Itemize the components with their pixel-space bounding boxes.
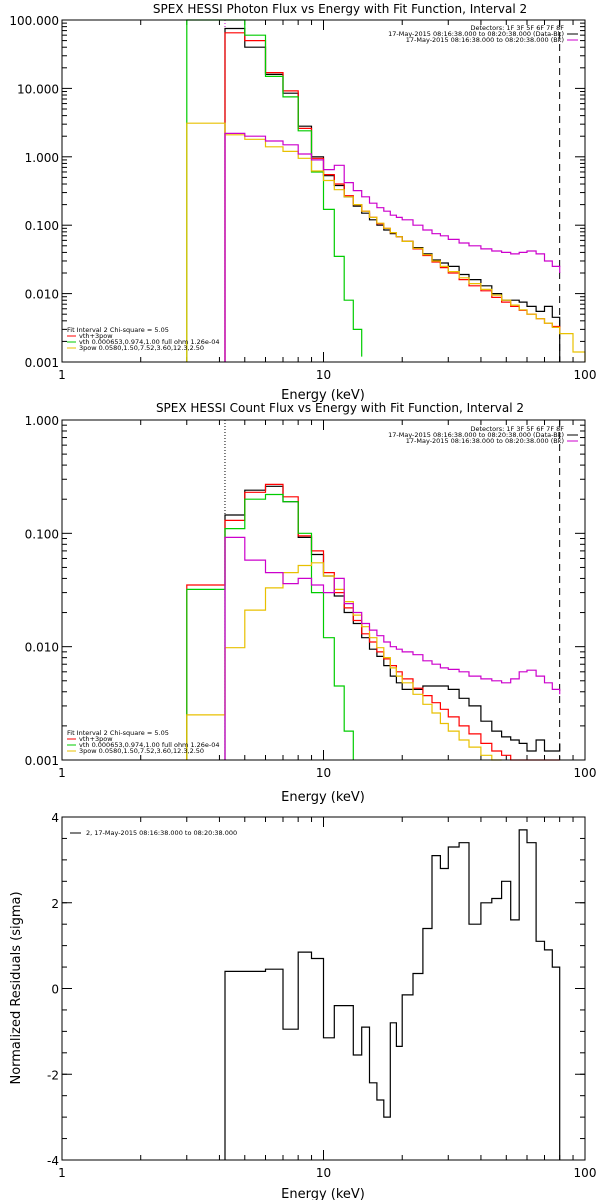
legend-entry: 17-May-2015 08:16:38.000 to 08:20:38.000…	[388, 30, 564, 38]
series-line	[224, 132, 561, 362]
y-tick-label: 0	[51, 983, 59, 997]
y-tick-label: 4	[51, 811, 59, 825]
x-tick-label: 1	[58, 766, 66, 780]
panel1-xlabel: Energy (keV)	[281, 388, 365, 403]
panel2-reference-lines	[224, 420, 561, 760]
y-tick-label: 1.000	[25, 414, 59, 428]
legend-entry: Detectors: 1F 3F 5F 6F 7F 8F	[470, 425, 564, 433]
panel3-xlabel: Energy (keV)	[281, 1187, 365, 1200]
legend-entry: vth 0.000653,0.974,1.00 full ohm 1.26e-0…	[79, 338, 220, 346]
series-line	[186, 19, 363, 362]
y-tick-label: 0.100	[25, 527, 59, 541]
panel2-legend-top: Detectors: 1F 3F 5F 6F 7F 8F17-May-2015 …	[388, 425, 578, 445]
y-tick-label: -2	[47, 1068, 59, 1082]
panel2-series	[186, 483, 561, 761]
legend-entry: 2, 17-May-2015 08:16:38.000 to 08:20:38.…	[86, 829, 237, 837]
y-tick-label: 0.001	[25, 754, 59, 768]
x-tick-label: 10	[316, 1166, 331, 1180]
panel1-title: SPEX HESSI Photon Flux vs Energy with Fi…	[153, 2, 527, 16]
panel1-series	[186, 19, 586, 362]
panel3-frame	[61, 816, 586, 1161]
series-line	[186, 493, 354, 760]
panel2-title: SPEX HESSI Count Flux vs Energy with Fit…	[156, 401, 524, 415]
series-line	[224, 536, 561, 760]
y-tick-label: 0.010	[25, 641, 59, 655]
y-tick-label: 10.000	[17, 82, 59, 96]
panel1-axes: 1 10 100 0.001 0.010 0.100 1.000 10.000 100.000	[9, 14, 596, 382]
legend-entry: vth+3pow	[79, 332, 113, 340]
legend-entry: Detectors: 1F 3F 5F 6F 7F 8F	[470, 24, 564, 32]
count-flux-panel: SPEX HESSI Count Flux vs Energy with Fit…	[25, 401, 597, 805]
legend-entry: vth+3pow	[79, 735, 113, 743]
panel3-series	[224, 829, 561, 1160]
y-tick-label: 2	[51, 897, 59, 911]
legend-entry: 3pow 0.0580,1.50,7.52,3.60,12.3,2.50	[79, 344, 204, 352]
panel3-ylabel: Normalized Residuals (sigma)	[9, 891, 24, 1084]
x-tick-label: 100	[574, 368, 597, 382]
panel2-xlabel: Energy (keV)	[281, 790, 365, 805]
legend-entry: Fit Interval 2 Chi-square = 5.05	[67, 729, 169, 737]
panel1-frame	[61, 19, 586, 363]
x-tick-label: 10	[316, 766, 331, 780]
panel1-legend-bottom: Fit Interval 2 Chi-square = 5.05vth+3pow…	[67, 326, 220, 352]
y-tick-label: 1.000	[25, 151, 59, 165]
residuals-panel: 1 10 100 -4 -2 0 2 4 Energy (keV) Normalized Re…	[9, 811, 596, 1200]
photon-flux-panel: SPEX HESSI Photon Flux vs Energy with Fi…	[9, 2, 596, 403]
y-tick-label: 0.001	[25, 356, 59, 370]
y-tick-label: 0.010	[25, 288, 59, 302]
x-tick-label: 10	[316, 368, 331, 382]
legend-entry: 3pow 0.0580,1.50,7.52,3.60,12.3,2.50	[79, 747, 204, 755]
legend-entry: 17-May-2015 08:16:38.000 to 08:20:38.000…	[388, 431, 564, 439]
legend-entry: 17-May-2015 08:16:38.000 to 08:20:38.000…	[406, 36, 564, 44]
panel2-legend-bottom: Fit Interval 2 Chi-square = 5.05vth+3pow…	[67, 729, 220, 755]
series-line	[224, 829, 561, 1160]
panel2-axes: 1 10 100 0.001 0.010 0.100 1.000	[25, 414, 597, 780]
y-tick-label: 0.100	[25, 219, 59, 233]
panel2-frame	[61, 419, 586, 761]
y-tick-label: -4	[47, 1154, 59, 1168]
legend-entry: vth 0.000653,0.974,1.00 full ohm 1.26e-0…	[79, 741, 220, 749]
legend-entry: Fit Interval 2 Chi-square = 5.05	[67, 326, 169, 334]
panel1-legend-top: Detectors: 1F 3F 5F 6F 7F 8F17-May-2015 …	[388, 24, 578, 44]
x-tick-label: 1	[58, 1166, 66, 1180]
panel3-legend: 2, 17-May-2015 08:16:38.000 to 08:20:38.…	[70, 829, 237, 837]
x-tick-label: 100	[574, 1166, 597, 1180]
legend-entry: 17-May-2015 08:16:38.000 to 08:20:38.000…	[406, 437, 564, 445]
x-tick-label: 100	[574, 766, 597, 780]
x-tick-label: 1	[58, 368, 66, 382]
y-tick-label: 100.000	[9, 14, 59, 28]
